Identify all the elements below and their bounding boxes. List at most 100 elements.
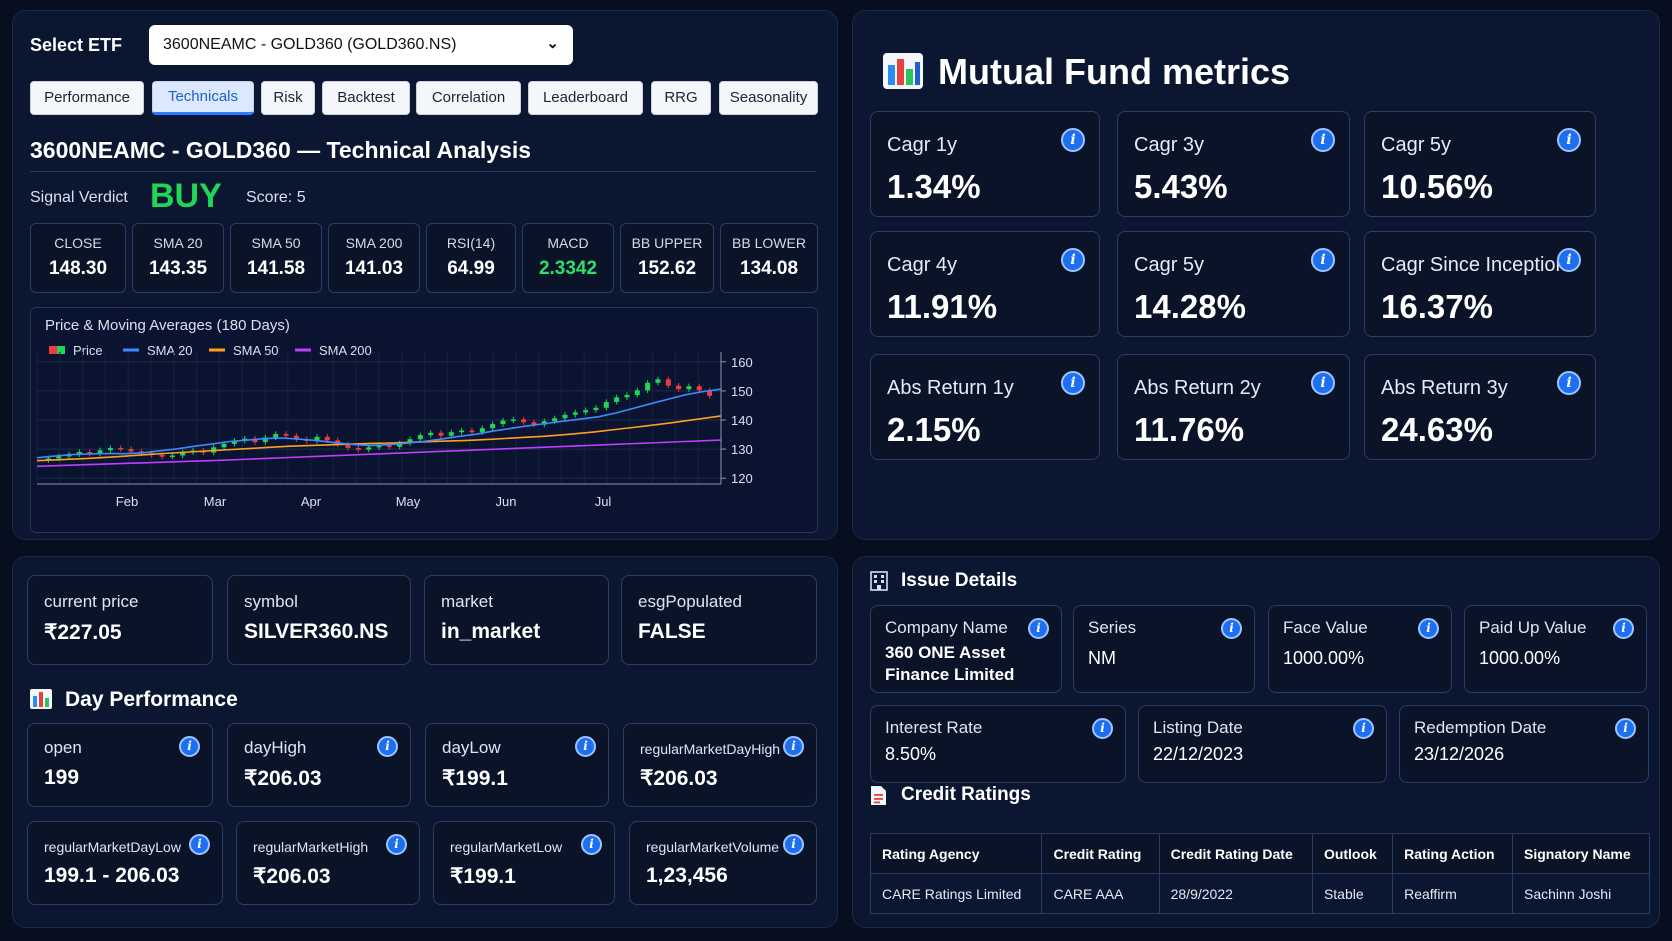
tab-seasonality[interactable]: Seasonality	[719, 81, 818, 115]
issue-value: 1000.00%	[1479, 648, 1561, 668]
candle-body	[45, 458, 51, 461]
metric-label: Abs Return 3y	[1381, 377, 1508, 399]
info-icon[interactable]: i	[386, 834, 407, 855]
day-performance-card: regularMarketVolume 1,23,456 i	[629, 821, 817, 905]
candle-body	[407, 439, 413, 444]
stat-label: SMA 50	[251, 235, 301, 251]
issue-label: Interest Rate	[885, 718, 983, 737]
metric-card: Cagr Since Inception 16.37% i	[1364, 231, 1596, 337]
tab-technicals[interactable]: Technicals	[152, 81, 254, 115]
info-icon[interactable]: i	[1557, 371, 1581, 395]
day-performance-value: ₹206.03	[253, 865, 331, 888]
sma20-line	[36, 388, 722, 459]
metric-card: Cagr 4y 11.91% i	[870, 231, 1100, 337]
day-performance-label: regularMarketVolume	[646, 839, 780, 855]
issue-details-title: Issue Details	[901, 570, 1018, 591]
stat-label: BB UPPER	[631, 235, 703, 251]
info-icon[interactable]: i	[1311, 248, 1335, 272]
info-icon[interactable]: i	[1061, 248, 1085, 272]
chart-grid	[36, 352, 722, 484]
issue-card: Interest Rate 8.50% i	[870, 705, 1126, 783]
candle-body	[510, 419, 516, 421]
table-cell: CARE Ratings Limited	[869, 873, 1043, 914]
info-icon[interactable]: i	[1061, 128, 1085, 152]
candle-body	[686, 386, 692, 390]
issue-label: Series	[1088, 618, 1137, 637]
stat-value: 134.08	[739, 258, 799, 279]
table-header-cell: Outlook	[1311, 833, 1394, 874]
info-icon[interactable]: i	[783, 834, 804, 855]
bar-chart-icon	[30, 689, 52, 709]
tab-correlation[interactable]: Correlation	[416, 81, 521, 115]
technical-analysis-panel: Select ETF 3600NEAMC - GOLD360 (GOLD360.…	[12, 10, 838, 540]
candle-body	[624, 394, 630, 398]
technical-analysis-title: 3600NEAMC - GOLD360 — Technical Analysis	[30, 137, 532, 163]
info-icon[interactable]: i	[1092, 718, 1113, 739]
table-header-cell: Credit Rating	[1041, 833, 1160, 874]
table-cell: Reaffirm	[1392, 873, 1514, 914]
table-header-cell: Signatory Name	[1512, 833, 1650, 874]
candle-body	[252, 438, 258, 443]
price-chart-svg: Price & Moving Averages (180 Days) Price…	[36, 317, 753, 509]
stat-sma200: SMA 200 141.03	[328, 223, 420, 293]
day-performance-card: open 199 i	[27, 723, 213, 807]
issue-card: Face Value 1000.00% i	[1268, 605, 1452, 693]
divider	[30, 171, 816, 172]
etf-select-dropdown[interactable]: 3600NEAMC - GOLD360 (GOLD360.NS) ⌄	[149, 25, 573, 65]
issue-card: Series NM i	[1073, 605, 1255, 693]
tab-leaderboard[interactable]: Leaderboard	[528, 81, 643, 115]
info-icon[interactable]: i	[581, 834, 602, 855]
stat-value: 2.3342	[538, 258, 598, 279]
x-tick-label: Feb	[116, 494, 138, 509]
candle-body	[231, 440, 237, 444]
tab-rrg[interactable]: RRG	[651, 81, 711, 115]
metric-label: Cagr 5y	[1134, 254, 1205, 276]
y-tick-label: 160	[731, 355, 753, 370]
info-icon[interactable]: i	[1418, 618, 1439, 639]
metric-card: Abs Return 3y 24.63% i	[1364, 354, 1596, 460]
info-icon[interactable]: i	[1311, 371, 1335, 395]
info-icon[interactable]: i	[1613, 618, 1634, 639]
candle-body	[169, 455, 175, 457]
tab-backtest[interactable]: Backtest	[322, 81, 410, 115]
day-performance-card: regularMarketDayLow 199.1 - 206.03 i	[27, 821, 223, 905]
table-cell: Sachinn Joshi	[1512, 873, 1650, 914]
candle-body	[634, 390, 640, 395]
candle-body	[293, 435, 299, 440]
metric-value: 11.76%	[1134, 411, 1245, 448]
stat-value: 141.03	[344, 258, 404, 279]
day-performance-label: regularMarketDayLow	[44, 839, 181, 855]
info-icon[interactable]: i	[1311, 128, 1335, 152]
info-icon[interactable]: i	[1061, 371, 1085, 395]
info-icon[interactable]: i	[1221, 618, 1242, 639]
info-icon[interactable]: i	[1353, 718, 1374, 739]
issue-value: NM	[1088, 648, 1116, 668]
tab-performance[interactable]: Performance	[30, 81, 144, 115]
select-etf-label: Select ETF	[30, 35, 123, 55]
info-icon[interactable]: i	[179, 736, 200, 757]
tab-risk[interactable]: Risk	[261, 81, 315, 115]
info-icon[interactable]: i	[1615, 718, 1636, 739]
day-performance-value: ₹199.1	[442, 767, 508, 790]
candle-body	[655, 379, 661, 383]
x-tick-label: May	[396, 494, 421, 509]
info-icon[interactable]: i	[377, 736, 398, 757]
price-chart[interactable]: Price & Moving Averages (180 Days) Price…	[30, 307, 818, 533]
etf-select-value: 3600NEAMC - GOLD360 (GOLD360.NS)	[163, 36, 457, 53]
day-performance-label: dayLow	[442, 738, 501, 757]
day-performance-card: regularMarketLow ₹199.1 i	[433, 821, 615, 905]
candle-body	[128, 449, 134, 452]
candle-body	[180, 452, 186, 456]
info-icon[interactable]: i	[575, 736, 596, 757]
stat-bb-lower: BB LOWER 134.08	[720, 223, 818, 293]
info-icon[interactable]: i	[783, 736, 804, 757]
day-performance-label: open	[44, 738, 82, 757]
quote-card: current price ₹227.05	[27, 575, 213, 665]
metric-label: Abs Return 2y	[1134, 377, 1261, 399]
candle-body	[531, 422, 537, 425]
info-icon[interactable]: i	[189, 834, 210, 855]
candle-body	[56, 456, 62, 459]
info-icon[interactable]: i	[1557, 128, 1581, 152]
info-icon[interactable]: i	[1557, 248, 1581, 272]
info-icon[interactable]: i	[1028, 618, 1049, 639]
